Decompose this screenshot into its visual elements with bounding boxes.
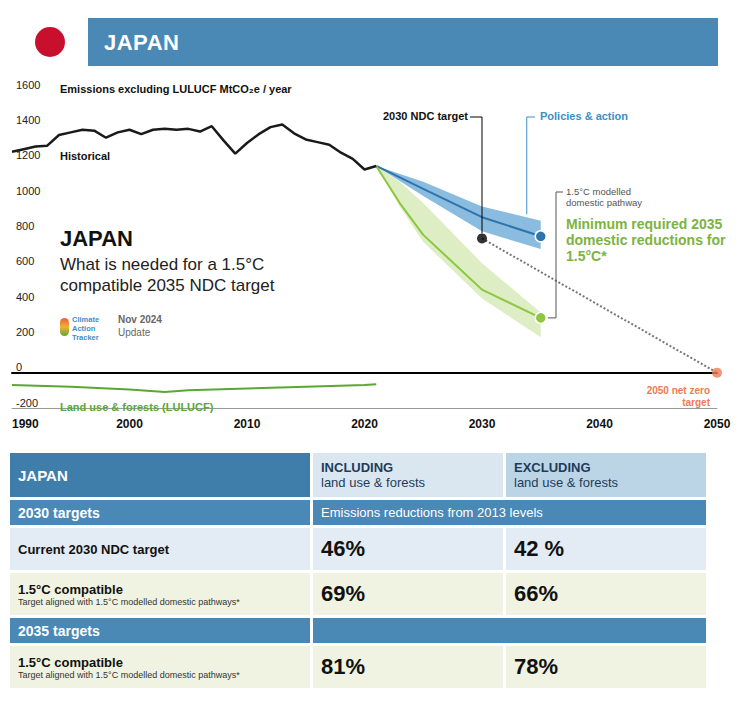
svg-text:1600: 1600 — [16, 79, 40, 91]
svg-text:2020: 2020 — [351, 417, 378, 431]
svg-text:800: 800 — [16, 220, 34, 232]
svg-text:2010: 2010 — [234, 417, 261, 431]
html-text:1.5°C modelled domestic pathwa: 1.5°C modelled domestic pathway — [566, 186, 642, 209]
html-text:What is needed for a 1.5°C com: What is needed for a 1.5°C compatible 20… — [60, 255, 275, 295]
html-text:81%: 81% — [321, 654, 365, 679]
html-text:Nov 2024: Nov 2024 — [118, 314, 162, 325]
html-text:Update: Update — [118, 327, 151, 338]
html-text:JAPAN: JAPAN — [104, 30, 180, 55]
html-text:Minimum required 2035 domestic: Minimum required 2035 domestic reduction… — [566, 216, 726, 264]
html-text:1.5°C compatible: 1.5°C compatible — [18, 581, 123, 597]
html-text:Climate Action Tracker: Climate Action Tracker — [72, 315, 100, 342]
html-text:66%: 66% — [514, 581, 558, 606]
html-text:78%: 78% — [514, 654, 558, 679]
html-text:Policies & action: Policies & action — [540, 110, 628, 122]
html-text:Emissions reductions from 2013: Emissions reductions from 2013 levels — [321, 505, 543, 520]
html-text:Current 2030 NDC target: Current 2030 NDC target — [18, 541, 169, 557]
html-text:Target aligned with 1.5°C mode: Target aligned with 1.5°C modelled domes… — [18, 669, 240, 680]
svg-text:600: 600 — [16, 255, 34, 267]
html-text:land use & forests: land use & forests — [514, 475, 619, 490]
html-text:1.5°C compatible: 1.5°C compatible — [18, 654, 123, 670]
html-text:42 %: 42 % — [514, 536, 565, 561]
html-text:EXCLUDING: EXCLUDING — [514, 460, 591, 475]
html-text:2050 net zero target: 2050 net zero target — [646, 385, 710, 408]
svg-text:2050: 2050 — [704, 417, 731, 431]
html-text:JAPAN: JAPAN — [18, 466, 68, 484]
svg-text:1200: 1200 — [16, 149, 41, 162]
svg-text:2000: 2000 — [116, 417, 143, 431]
html-text:Land use & forests (LULUCF): Land use & forests (LULUCF) — [60, 401, 214, 413]
svg-text:1400: 1400 — [16, 114, 40, 126]
svg-text:1000: 1000 — [16, 185, 40, 197]
html-text:2035 targets: 2035 targets — [18, 622, 100, 639]
html-text:Target aligned with 1.5°C mode: Target aligned with 1.5°C modelled domes… — [18, 596, 240, 607]
html-text:Historical: Historical — [60, 150, 111, 162]
svg-text:400: 400 — [16, 291, 34, 303]
html-text:46%: 46% — [321, 536, 365, 561]
html-text:JAPAN: JAPAN — [60, 226, 133, 251]
html-text:Emissions excluding LULUCF MtC: Emissions excluding LULUCF MtCO₂e / year — [60, 83, 292, 95]
html-text:INCLUDING: INCLUDING — [321, 460, 394, 475]
svg-text:-200: -200 — [16, 397, 38, 409]
html-text:land use & forests: land use & forests — [321, 475, 426, 490]
html-text:2030 NDC target: 2030 NDC target — [383, 110, 468, 122]
html-text:2030 targets: 2030 targets — [18, 504, 100, 521]
svg-text:200: 200 — [16, 326, 34, 338]
svg-text:2040: 2040 — [586, 417, 613, 431]
svg-text:0: 0 — [16, 361, 22, 373]
svg-text:1990: 1990 — [12, 417, 39, 431]
html-text:69%: 69% — [321, 581, 365, 606]
svg-text:2030: 2030 — [469, 417, 496, 431]
